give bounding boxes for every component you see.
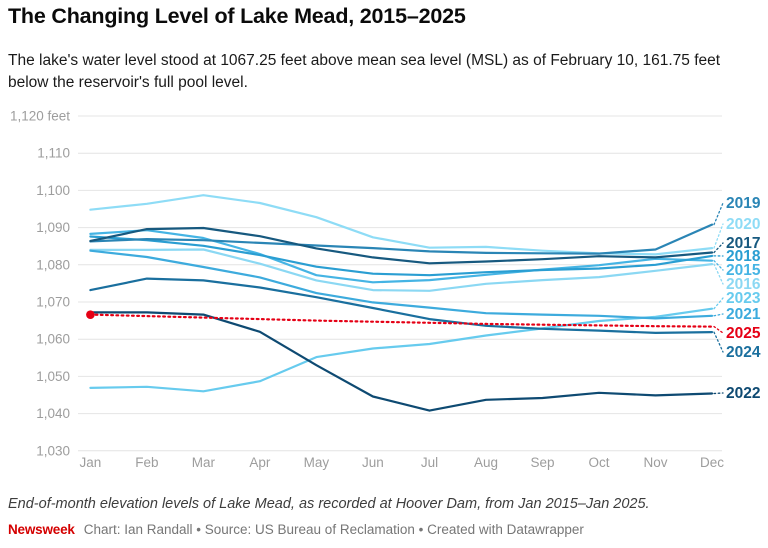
chart-byline: Newsweek Chart: Ian Randall • Source: US… bbox=[8, 522, 760, 537]
label-leader-2025 bbox=[713, 325, 724, 334]
y-axis-tick-label: 1,110 bbox=[37, 146, 70, 161]
x-axis-tick-label: Oct bbox=[588, 455, 609, 470]
x-axis-tick-label: Sep bbox=[530, 455, 554, 470]
y-axis-tick-label: 1,060 bbox=[36, 332, 70, 347]
y-axis-tick-label: 1,030 bbox=[36, 443, 70, 458]
label-leader-2016 bbox=[713, 263, 724, 285]
year-label-2021: 2021 bbox=[726, 306, 761, 323]
year-label-2015: 2015 bbox=[726, 262, 761, 279]
label-leader-2015 bbox=[713, 260, 724, 271]
chart-line-2023 bbox=[89, 307, 714, 393]
label-leader-2023 bbox=[713, 297, 724, 310]
chart-line-2020 bbox=[89, 194, 714, 256]
y-axis-tick-label: 1,050 bbox=[36, 369, 70, 384]
y-axis-tick-label: 1,120 feet bbox=[10, 109, 70, 124]
chart-credits: Chart: Ian Randall • Source: US Bureau o… bbox=[83, 522, 584, 537]
x-axis-tick-label: Mar bbox=[192, 455, 216, 470]
x-axis-tick-label: Jun bbox=[362, 455, 384, 470]
x-axis-tick-label: Dec bbox=[700, 455, 724, 470]
year-label-2019: 2019 bbox=[726, 195, 761, 212]
label-leader-2020 bbox=[713, 223, 724, 249]
chart-subtitle: The lake's water level stood at 1067.25 … bbox=[8, 52, 721, 91]
y-axis-tick-label: 1,090 bbox=[36, 220, 70, 235]
x-axis-tick-label: May bbox=[304, 455, 330, 470]
chart-footnote: End-of-month elevation levels of Lake Me… bbox=[8, 496, 650, 512]
year-label-2017: 2017 bbox=[726, 235, 760, 252]
x-axis-tick-label: Jan bbox=[80, 455, 102, 470]
chart-line-2024 bbox=[89, 277, 714, 334]
year-label-2020: 2020 bbox=[726, 216, 760, 233]
year-label-2022: 2022 bbox=[726, 385, 760, 402]
x-axis-tick-label: Nov bbox=[643, 455, 667, 470]
x-axis-tick-label: Feb bbox=[135, 455, 158, 470]
y-axis-tick-label: 1,080 bbox=[36, 257, 70, 272]
label-leader-2021 bbox=[713, 313, 724, 317]
year-label-2024: 2024 bbox=[726, 344, 761, 361]
y-axis-tick-label: 1,100 bbox=[36, 183, 70, 198]
current-level-dot bbox=[86, 310, 95, 319]
year-label-2016: 2016 bbox=[726, 276, 761, 293]
newsweek-logo: Newsweek bbox=[8, 522, 75, 537]
chart-line-2021 bbox=[89, 249, 714, 320]
x-axis-tick-label: Jul bbox=[421, 455, 438, 470]
year-label-2023: 2023 bbox=[726, 290, 761, 307]
chart-line-2019 bbox=[89, 223, 714, 255]
chart-line-2022 bbox=[89, 311, 714, 412]
chart-title: The Changing Level of Lake Mead, 2015–20… bbox=[8, 4, 466, 28]
year-label-2018: 2018 bbox=[726, 248, 761, 265]
label-leader-2019 bbox=[713, 202, 724, 226]
chart-line-2018 bbox=[89, 235, 714, 277]
chart-line-2017 bbox=[89, 226, 714, 265]
chart-line-2016 bbox=[89, 248, 714, 292]
x-axis-tick-label: Apr bbox=[249, 455, 271, 470]
label-leader-2017 bbox=[713, 242, 724, 254]
year-label-2025: 2025 bbox=[726, 325, 761, 342]
label-leader-2022 bbox=[713, 392, 724, 395]
y-axis-tick-label: 1,070 bbox=[36, 295, 70, 310]
x-axis-tick-label: Aug bbox=[474, 455, 498, 470]
label-leader-2024 bbox=[713, 331, 724, 353]
y-axis-tick-label: 1,040 bbox=[36, 406, 70, 421]
line-chart-plot: 1,030 1,040 1,050 1,060 1,070 1,080 1,090 1,100… bbox=[10, 109, 761, 471]
chart-line-2025 bbox=[89, 313, 714, 328]
chart-line-2015 bbox=[89, 229, 714, 284]
